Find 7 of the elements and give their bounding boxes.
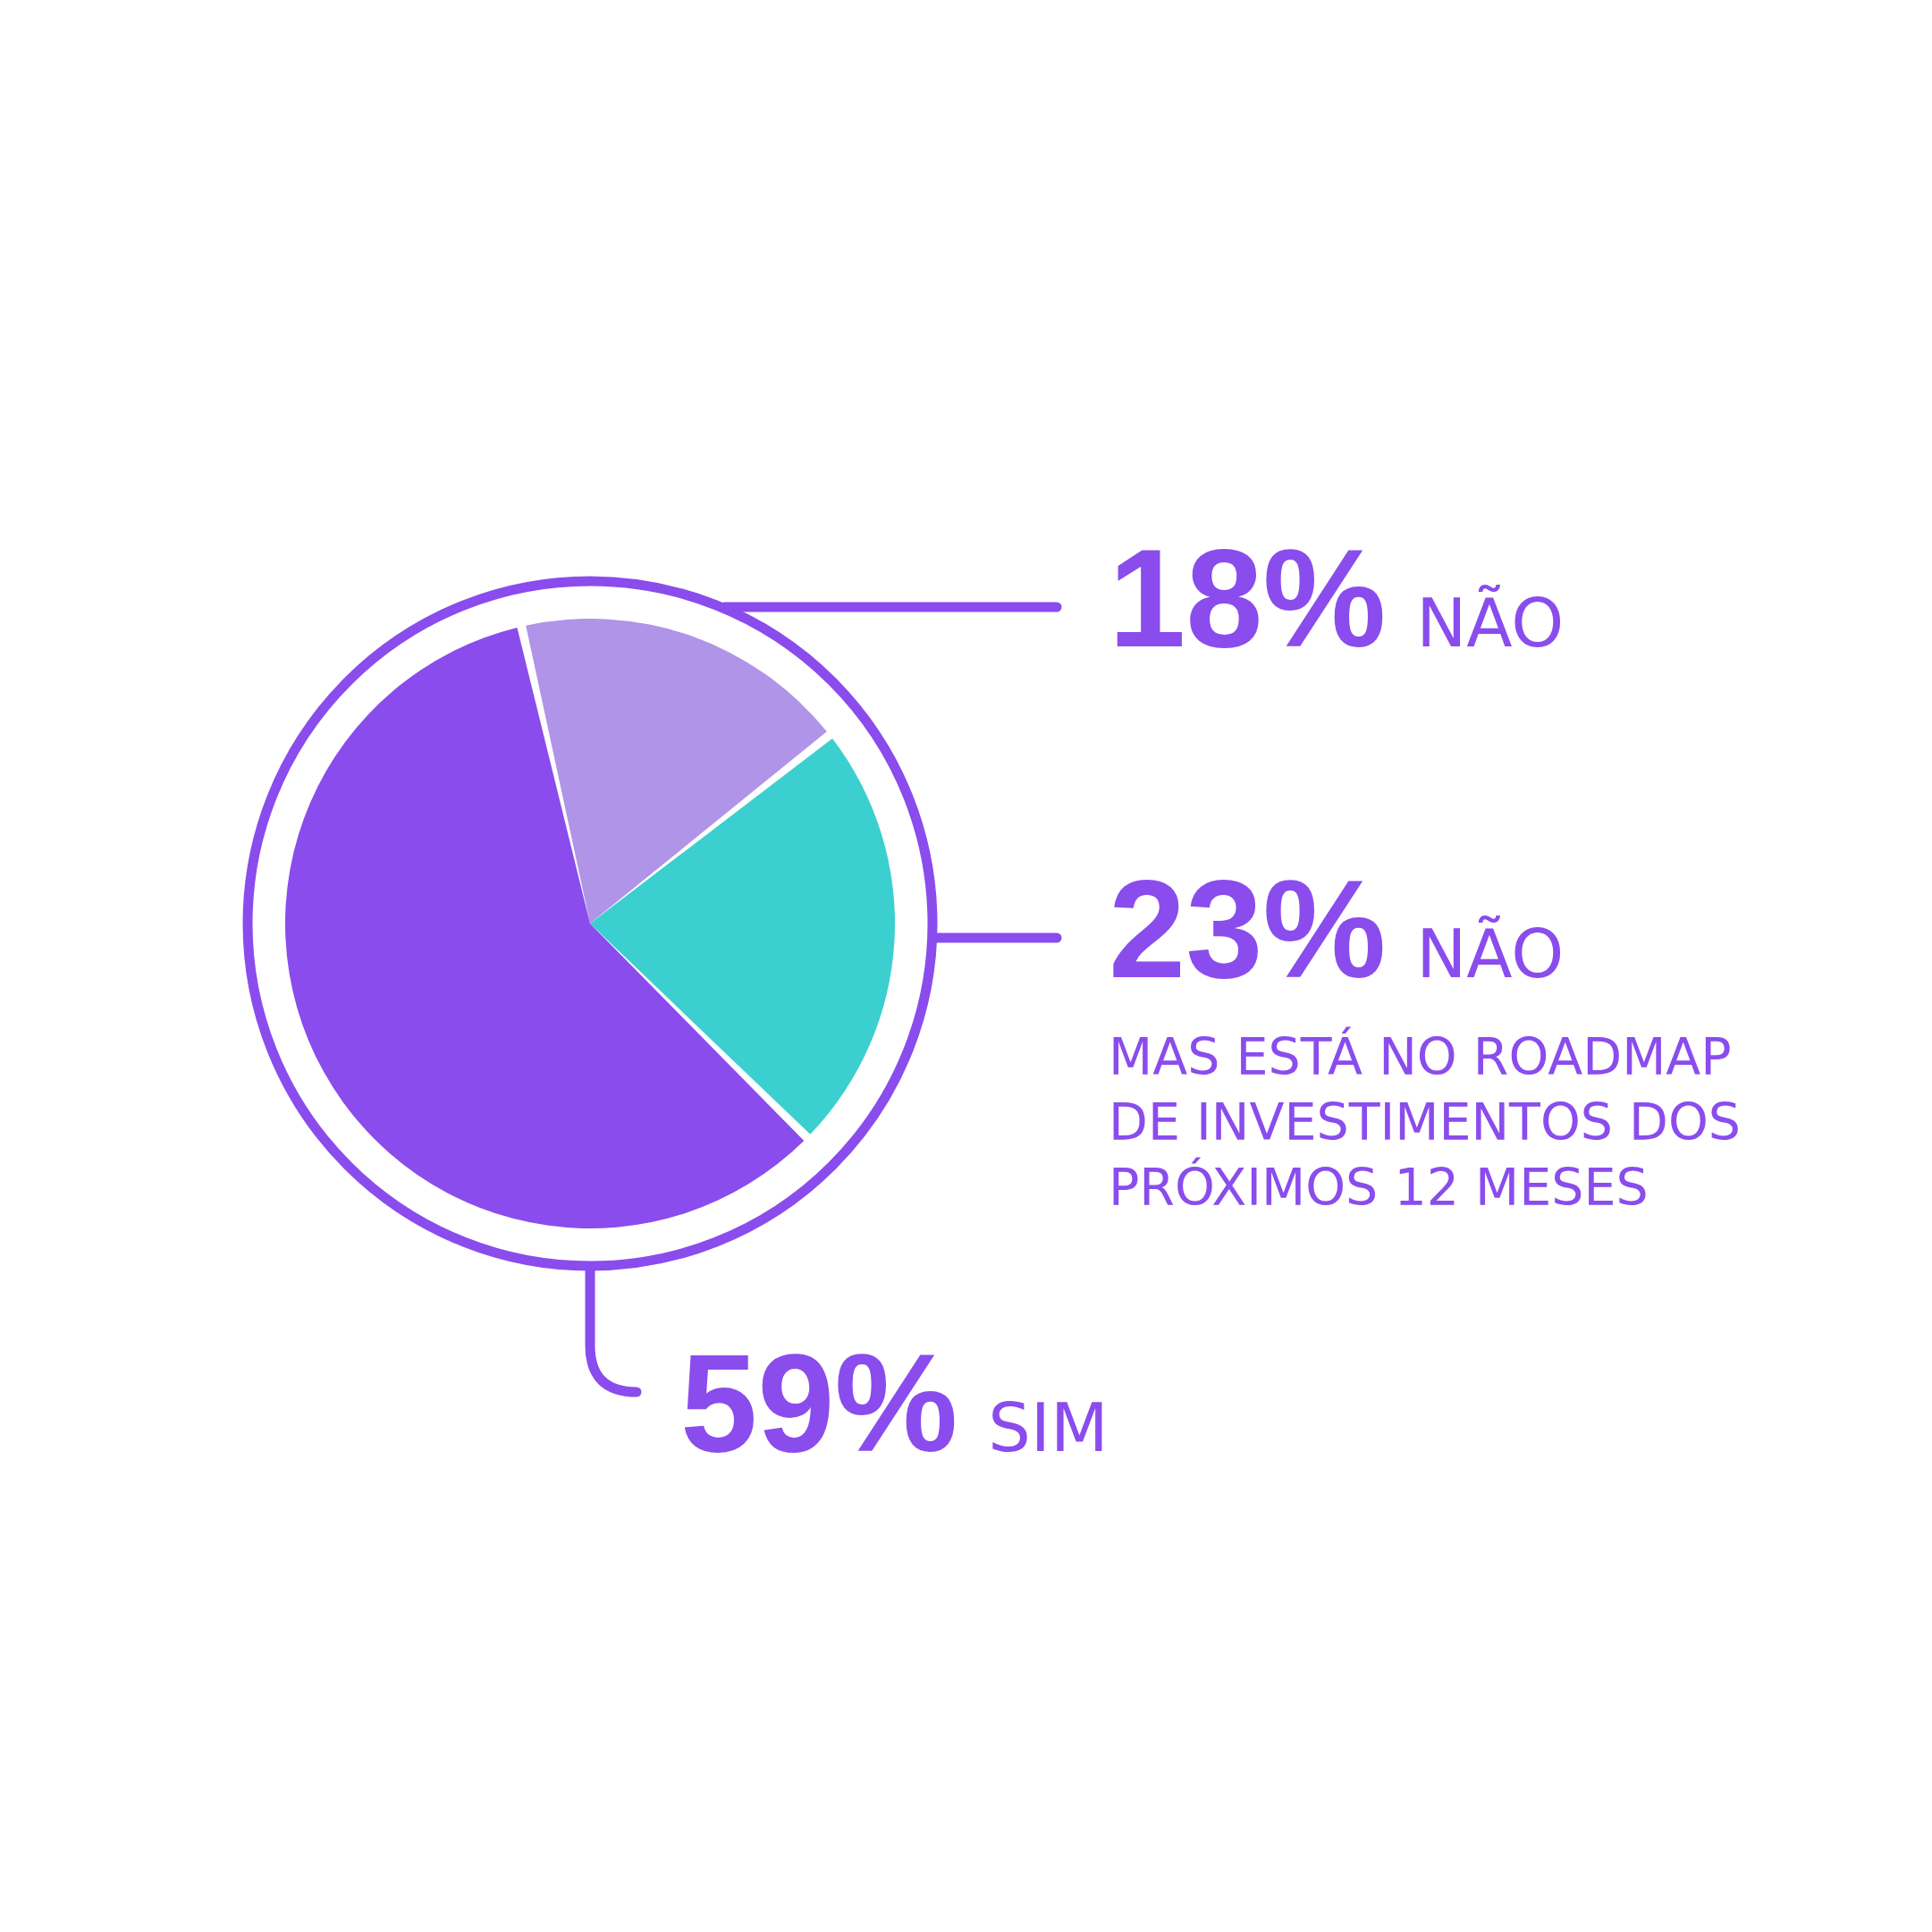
data-label: 18%: [1109, 521, 1387, 676]
slice-label: SIM: [988, 1388, 1109, 1467]
slice-label: NÃO: [1416, 584, 1565, 662]
text: MAS ESTÁ NO ROADMAP DE INVESTIMENTOS DOS PRÓXIMOS 12 MESES: [1109, 1026, 1742, 1217]
data-label: 23%: [1109, 852, 1387, 1007]
data-label: 59%: [680, 1326, 958, 1481]
slice-label: NÃO: [1416, 915, 1565, 993]
